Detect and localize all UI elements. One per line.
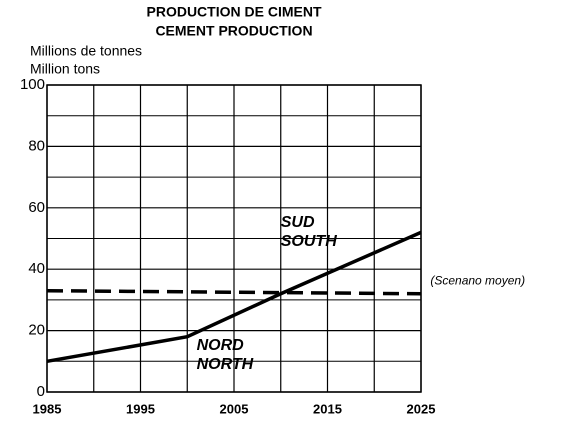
y-tick-label: 20 [28, 322, 45, 339]
annotation: SOUTH [281, 233, 337, 250]
x-tick-label: 2025 [407, 401, 436, 416]
annotation: NORTH [197, 356, 254, 373]
series-line [46, 230, 422, 364]
x-tick-label: 1995 [126, 401, 155, 416]
y-tick-label: 0 [37, 383, 45, 400]
annotation: (Scenano moyen) [430, 274, 525, 288]
y-tick-label: 100 [20, 76, 45, 93]
y-axis-label: Million tons [30, 61, 100, 77]
y-axis-label: Millions de tonnes [30, 43, 142, 59]
chart-title: PRODUCTION DE CIMENT [147, 4, 322, 20]
y-tick-label: 80 [28, 137, 45, 154]
x-tick-label: 2015 [313, 401, 342, 416]
series-line [46, 288, 422, 296]
annotation: SUD [281, 214, 315, 231]
x-tick-label: 1985 [33, 401, 62, 416]
chart-subtitle: CEMENT PRODUCTION [155, 23, 312, 39]
annotation: NORD [197, 337, 245, 354]
y-tick-label: 40 [28, 260, 45, 277]
x-tick-label: 2005 [220, 401, 249, 416]
y-tick-label: 60 [28, 199, 45, 216]
